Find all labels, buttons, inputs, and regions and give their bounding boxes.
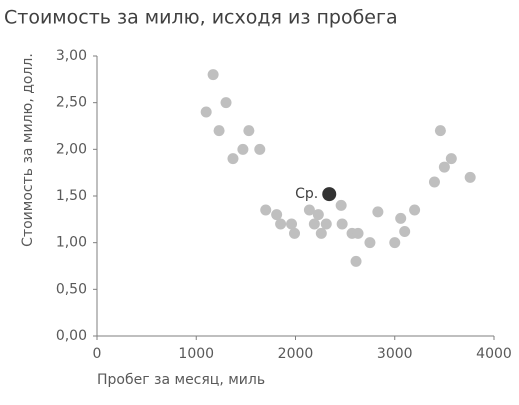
point <box>213 125 225 137</box>
point <box>464 171 476 183</box>
point <box>350 255 362 267</box>
point <box>409 204 421 216</box>
x-axis-label: Пробег за месяц, миль <box>97 372 265 388</box>
point <box>320 218 332 230</box>
x-tick-label: 0 <box>93 346 102 362</box>
point <box>286 218 298 230</box>
point <box>271 209 283 221</box>
point <box>372 206 384 218</box>
chart-title: Стоимость за милю, исходя из пробега <box>4 7 398 29</box>
y-tick-label: 0,00 <box>56 328 87 344</box>
y-tick-label: 2,00 <box>56 141 87 157</box>
point <box>200 106 212 118</box>
y-tick-label: 2,50 <box>56 95 87 111</box>
y-tick-label: 1,50 <box>56 188 87 204</box>
point <box>434 125 446 137</box>
point <box>336 218 348 230</box>
point <box>445 153 457 165</box>
point <box>227 153 239 165</box>
point <box>335 199 347 211</box>
point <box>220 97 232 109</box>
y-tick-label: 1,00 <box>56 235 87 251</box>
y-axis-label: Стоимость за милю, долл. <box>20 53 36 247</box>
point <box>237 143 249 155</box>
point <box>243 125 255 137</box>
point <box>308 218 320 230</box>
point <box>389 237 401 249</box>
point <box>260 204 272 216</box>
point <box>289 227 301 239</box>
average-point <box>322 187 337 202</box>
x-tick-label: 4000 <box>476 346 512 362</box>
point <box>352 227 364 239</box>
point <box>428 176 440 188</box>
y-tick-label: 3,00 <box>56 48 87 64</box>
x-tick-label: 2000 <box>278 346 314 362</box>
x-tick-label: 1000 <box>178 346 214 362</box>
point <box>364 237 376 249</box>
x-tick-label: 3000 <box>377 346 413 362</box>
point <box>312 209 324 221</box>
y-tick-label: 0,50 <box>56 281 87 297</box>
point <box>303 204 315 216</box>
point <box>438 161 450 173</box>
point <box>315 227 327 239</box>
point <box>399 225 411 237</box>
point <box>395 212 407 224</box>
point <box>254 143 266 155</box>
point-label: Ср. <box>295 186 318 202</box>
point <box>275 218 287 230</box>
point <box>207 69 219 81</box>
